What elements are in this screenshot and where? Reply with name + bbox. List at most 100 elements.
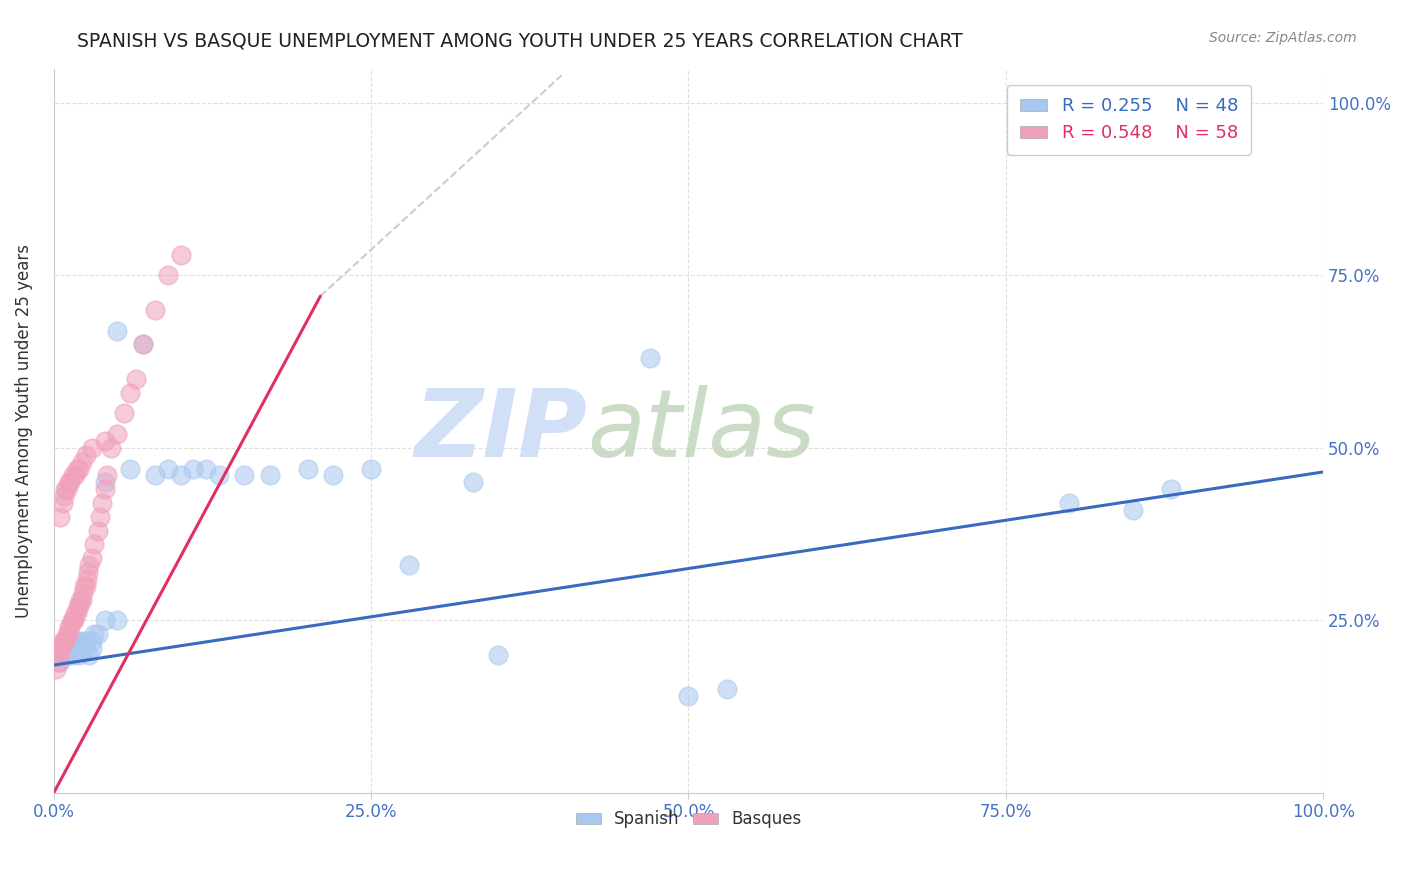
Point (118, 461, 141, 475)
Point (145, 468, 167, 483)
Point (55, 627, 77, 641)
Point (53, 648, 76, 662)
Point (157, 461, 180, 475)
Point (297, 461, 319, 475)
Point (145, 302, 167, 317)
Point (79, 558, 101, 572)
Point (56, 627, 79, 641)
Point (70, 592, 93, 607)
Point (1122, 503, 1144, 517)
Point (79, 648, 101, 662)
Point (69, 592, 91, 607)
Point (96, 468, 118, 483)
Point (716, 682, 738, 697)
Point (53, 489, 76, 503)
Legend: Spanish, Basques: Spanish, Basques (569, 804, 808, 835)
Point (62, 648, 84, 662)
Point (58, 475, 80, 490)
Point (105, 613, 128, 627)
Point (49, 655, 72, 669)
Point (183, 461, 205, 475)
Point (60, 613, 83, 627)
Point (62, 613, 84, 627)
Point (48, 648, 70, 662)
Point (62, 468, 84, 483)
Point (89, 509, 111, 524)
Point (461, 475, 484, 490)
Point (80, 441, 103, 455)
Point (52, 496, 75, 510)
Point (93, 613, 115, 627)
Point (59, 475, 82, 490)
Point (75, 448, 97, 462)
Point (76, 572, 98, 586)
Point (66, 634, 89, 648)
Point (93, 475, 115, 490)
Point (67, 599, 90, 614)
Point (53, 640, 76, 655)
Point (1160, 482, 1182, 496)
Point (55, 482, 77, 496)
Point (52, 648, 75, 662)
Point (87, 524, 110, 538)
Point (640, 351, 662, 366)
Point (52, 634, 75, 648)
Point (208, 468, 231, 483)
Point (59, 640, 82, 655)
Point (67, 461, 90, 475)
Point (259, 468, 281, 483)
Point (66, 607, 89, 621)
Point (67, 648, 90, 662)
Text: atlas: atlas (586, 385, 815, 476)
Point (66, 599, 89, 614)
Text: SPANISH VS BASQUE UNEMPLOYMENT AMONG YOUTH UNDER 25 YEARS CORRELATION CHART: SPANISH VS BASQUE UNEMPLOYMENT AMONG YOU… (77, 31, 963, 50)
Point (53, 482, 76, 496)
Point (75, 640, 97, 655)
Point (91, 496, 114, 510)
Point (53, 634, 76, 648)
Point (83, 627, 105, 641)
Point (62, 634, 84, 648)
Point (486, 648, 509, 662)
Point (65, 468, 87, 483)
Point (67, 640, 90, 655)
Point (233, 468, 256, 483)
Point (66, 461, 89, 475)
Point (72, 585, 94, 599)
Y-axis label: Unemployment Among Youth under 25 years: Unemployment Among Youth under 25 years (15, 244, 32, 617)
Point (398, 558, 420, 572)
Point (105, 427, 128, 442)
Point (195, 461, 218, 475)
Point (131, 337, 153, 351)
Point (53, 634, 76, 648)
Point (46, 655, 69, 669)
Point (125, 372, 148, 386)
Text: ZIP: ZIP (413, 384, 586, 476)
Point (70, 455, 93, 469)
Point (1059, 496, 1081, 510)
Point (678, 689, 700, 703)
Point (49, 640, 72, 655)
Point (93, 434, 115, 448)
Text: Source: ZipAtlas.com: Source: ZipAtlas.com (1209, 31, 1357, 45)
Point (80, 551, 103, 566)
Point (58, 648, 80, 662)
Point (73, 579, 96, 593)
Point (80, 640, 103, 655)
Point (58, 620, 80, 634)
Point (55, 634, 77, 648)
Point (80, 634, 103, 648)
Point (65, 607, 87, 621)
Point (75, 579, 97, 593)
Point (322, 468, 344, 483)
Point (75, 634, 97, 648)
Point (105, 324, 128, 338)
Point (70, 634, 93, 648)
Point (63, 613, 86, 627)
Point (360, 461, 382, 475)
Point (49, 509, 72, 524)
Point (118, 385, 141, 400)
Point (51, 640, 73, 655)
Point (131, 337, 153, 351)
Point (65, 640, 87, 655)
